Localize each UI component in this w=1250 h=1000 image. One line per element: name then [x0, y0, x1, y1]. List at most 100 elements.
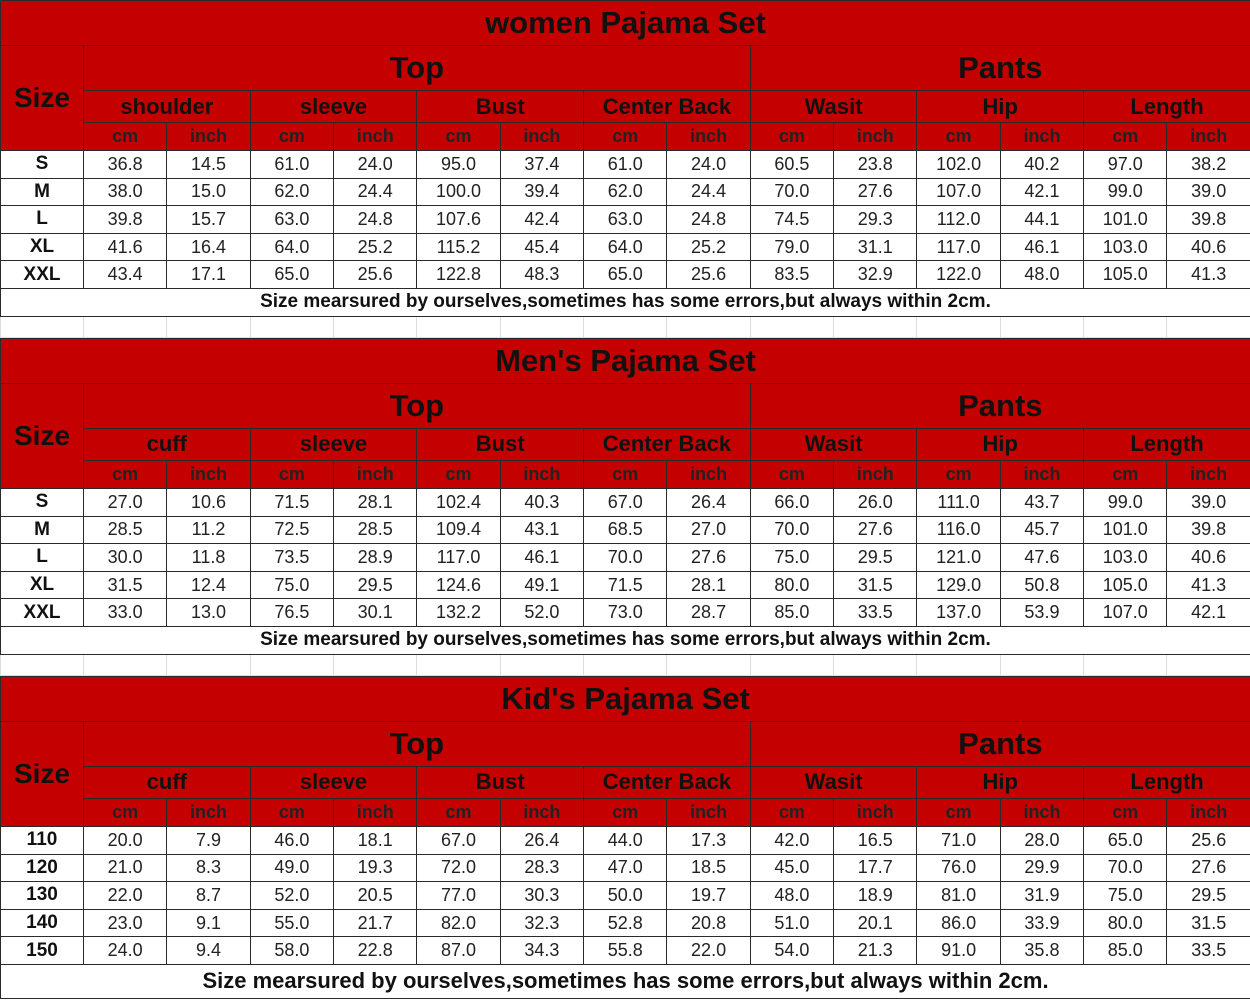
value-cell: 22.0	[666, 936, 751, 965]
value-cell: 40.6	[1166, 543, 1250, 572]
spacer-cell	[916, 315, 1001, 338]
value-cell: 27.6	[833, 177, 918, 207]
table-row: XL 31.5 12.4 75.0 29.5 124.6 49.1 71.5 28.1 80.0 3…	[0, 570, 1250, 600]
value-cell: 16.5	[833, 825, 918, 855]
value-cell: 95.0	[416, 150, 501, 179]
value-cell: 52.8	[583, 908, 668, 938]
measure-header: Wasit	[749, 427, 918, 461]
value-cell: 112.0	[916, 205, 1001, 234]
unit-cm: cm	[82, 459, 168, 489]
value-cell: 11.2	[166, 515, 251, 545]
value-cell: 27.0	[666, 515, 751, 545]
size-cell: M	[0, 515, 84, 545]
measure-header: Length	[1083, 427, 1250, 461]
unit-inch: inch	[499, 122, 585, 151]
value-cell: 132.2	[416, 598, 501, 627]
note-row: Size mearsured by ourselves,sometimes ha…	[0, 287, 1250, 317]
table-row: M 28.5 11.2 72.5 28.5 109.4 43.1 68.5 27.0 70.0 27…	[0, 515, 1250, 545]
value-cell: 48.0	[999, 260, 1085, 289]
measure-header: Center Back	[583, 427, 751, 461]
value-cell: 8.7	[166, 881, 251, 910]
spacer-cell	[0, 653, 84, 676]
value-cell: 28.5	[333, 515, 418, 545]
value-cell: 16.4	[166, 232, 251, 262]
value-cell: 40.3	[499, 487, 585, 517]
spacer-cell	[82, 315, 168, 338]
value-cell: 30.1	[333, 598, 418, 627]
value-cell: 101.0	[1083, 515, 1168, 545]
size-cell: XL	[0, 570, 84, 600]
value-cell: 48.0	[749, 881, 835, 910]
unit-cm: cm	[249, 122, 335, 151]
spacer-cell	[749, 315, 835, 338]
unit-inch: inch	[666, 459, 751, 489]
size-table: Men's Pajama Set Size Top Pants cuff sleeve Bu…	[0, 337, 1250, 676]
value-cell: 32.3	[499, 908, 585, 938]
unit-inch: inch	[499, 459, 585, 489]
pants-header: Pants	[749, 382, 1250, 429]
table-row: 140 23.0 9.1 55.0 21.7 82.0 32.3 52.8 20.8 51.0 20…	[0, 908, 1250, 938]
value-cell: 28.3	[499, 853, 585, 883]
value-cell: 20.1	[833, 908, 918, 938]
value-cell: 42.1	[1166, 598, 1250, 627]
unit-inch: inch	[499, 797, 585, 827]
value-cell: 72.5	[249, 515, 335, 545]
value-cell: 54.0	[749, 936, 835, 965]
value-cell: 17.7	[833, 853, 918, 883]
spacer-cell	[1083, 653, 1168, 676]
value-cell: 124.6	[416, 570, 501, 600]
unit-inch: inch	[833, 459, 918, 489]
value-cell: 17.3	[666, 825, 751, 855]
size-cell: 140	[0, 908, 84, 938]
value-cell: 24.0	[333, 150, 418, 179]
unit-inch: inch	[1166, 459, 1250, 489]
value-cell: 80.0	[749, 570, 835, 600]
value-cell: 20.8	[666, 908, 751, 938]
value-cell: 26.4	[499, 825, 585, 855]
measure-header: Wasit	[749, 765, 918, 799]
value-cell: 11.8	[166, 543, 251, 572]
value-cell: 45.4	[499, 232, 585, 262]
unit-cm: cm	[749, 459, 835, 489]
measure-header: Length	[1083, 765, 1250, 799]
table-row: 110 20.0 7.9 46.0 18.1 67.0 26.4 44.0 17.3 42.0 16…	[0, 825, 1250, 855]
value-cell: 64.0	[583, 232, 668, 262]
size-cell: L	[0, 543, 84, 572]
value-cell: 33.0	[82, 598, 168, 627]
group-row: Size Top Pants	[0, 382, 1250, 489]
value-cell: 62.0	[583, 177, 668, 207]
measure-header: Bust	[416, 90, 585, 123]
spacer-cell	[249, 653, 335, 676]
title-row: Kid's Pajama Set	[0, 675, 1250, 722]
table-row: 120 21.0 8.3 49.0 19.3 72.0 28.3 47.0 18.5 45.0 17…	[0, 853, 1250, 883]
unit-cm: cm	[583, 122, 668, 151]
table-row: XL 41.6 16.4 64.0 25.2 115.2 45.4 64.0 25.2 79.0 3…	[0, 232, 1250, 262]
measure-header: sleeve	[249, 90, 418, 123]
top-header: Top	[83, 382, 751, 429]
value-cell: 51.0	[749, 908, 835, 938]
value-cell: 70.0	[583, 543, 668, 572]
value-cell: 31.1	[833, 232, 918, 262]
spacer-cell	[82, 653, 168, 676]
value-cell: 75.0	[1083, 881, 1168, 910]
table-row: 130 22.0 8.7 52.0 20.5 77.0 30.3 50.0 19.7 48.0 18…	[0, 881, 1250, 910]
value-cell: 35.8	[999, 936, 1085, 965]
value-cell: 25.6	[333, 260, 418, 289]
title-row: women Pajama Set	[0, 0, 1250, 46]
value-cell: 29.9	[999, 853, 1085, 883]
value-cell: 73.0	[583, 598, 668, 627]
spacer-cell	[166, 653, 251, 676]
value-cell: 82.0	[416, 908, 501, 938]
measure-header: cuff	[83, 765, 251, 799]
value-cell: 79.0	[749, 232, 835, 262]
measure-header: Center Back	[583, 90, 751, 123]
size-table: Kid's Pajama Set Size Top Pants cuff sleeve Bu…	[0, 675, 1250, 999]
value-cell: 31.5	[1166, 908, 1250, 938]
value-cell: 30.3	[499, 881, 585, 910]
spacer-cell	[166, 315, 251, 338]
measure-header: Center Back	[583, 765, 751, 799]
value-cell: 23.0	[82, 908, 168, 938]
value-cell: 24.0	[666, 150, 751, 179]
size-header: Size	[0, 45, 84, 151]
value-cell: 61.0	[249, 150, 335, 179]
